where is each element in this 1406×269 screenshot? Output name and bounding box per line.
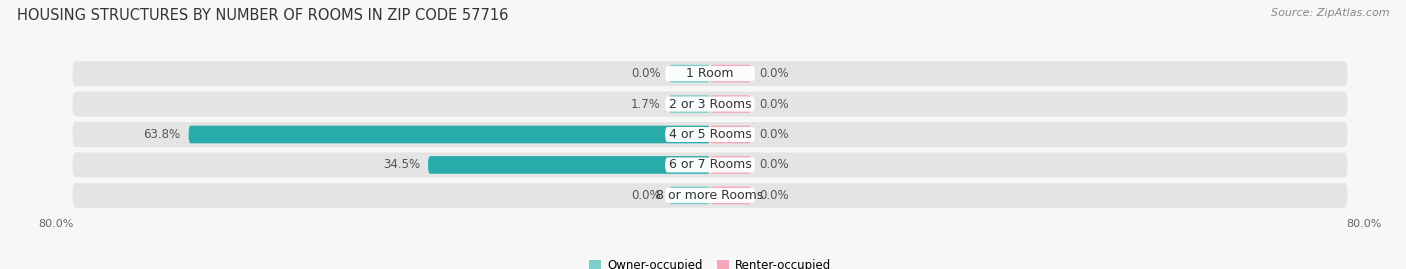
FancyBboxPatch shape bbox=[669, 65, 710, 82]
FancyBboxPatch shape bbox=[710, 156, 751, 174]
FancyBboxPatch shape bbox=[710, 65, 751, 82]
FancyBboxPatch shape bbox=[73, 91, 1347, 116]
Text: 0.0%: 0.0% bbox=[759, 189, 789, 202]
Text: 0.0%: 0.0% bbox=[759, 158, 789, 171]
Text: 1 Room: 1 Room bbox=[686, 67, 734, 80]
FancyBboxPatch shape bbox=[669, 95, 710, 113]
Text: 2 or 3 Rooms: 2 or 3 Rooms bbox=[669, 98, 751, 111]
Text: HOUSING STRUCTURES BY NUMBER OF ROOMS IN ZIP CODE 57716: HOUSING STRUCTURES BY NUMBER OF ROOMS IN… bbox=[17, 8, 508, 23]
Text: 0.0%: 0.0% bbox=[631, 189, 661, 202]
Text: 63.8%: 63.8% bbox=[143, 128, 180, 141]
Text: 1.7%: 1.7% bbox=[631, 98, 661, 111]
Legend: Owner-occupied, Renter-occupied: Owner-occupied, Renter-occupied bbox=[585, 255, 835, 269]
FancyBboxPatch shape bbox=[710, 95, 751, 113]
FancyBboxPatch shape bbox=[669, 187, 710, 204]
FancyBboxPatch shape bbox=[73, 183, 1347, 208]
FancyBboxPatch shape bbox=[665, 188, 755, 203]
Text: 8 or more Rooms: 8 or more Rooms bbox=[657, 189, 763, 202]
Text: 0.0%: 0.0% bbox=[759, 128, 789, 141]
FancyBboxPatch shape bbox=[665, 97, 755, 112]
FancyBboxPatch shape bbox=[188, 126, 710, 143]
FancyBboxPatch shape bbox=[427, 156, 710, 174]
FancyBboxPatch shape bbox=[73, 153, 1347, 178]
Text: 0.0%: 0.0% bbox=[759, 67, 789, 80]
FancyBboxPatch shape bbox=[73, 61, 1347, 86]
FancyBboxPatch shape bbox=[710, 187, 751, 204]
FancyBboxPatch shape bbox=[665, 66, 755, 81]
Text: 0.0%: 0.0% bbox=[759, 98, 789, 111]
FancyBboxPatch shape bbox=[665, 127, 755, 142]
Text: Source: ZipAtlas.com: Source: ZipAtlas.com bbox=[1271, 8, 1389, 18]
FancyBboxPatch shape bbox=[710, 126, 751, 143]
Text: 34.5%: 34.5% bbox=[382, 158, 420, 171]
FancyBboxPatch shape bbox=[665, 157, 755, 172]
Text: 6 or 7 Rooms: 6 or 7 Rooms bbox=[669, 158, 751, 171]
Text: 0.0%: 0.0% bbox=[631, 67, 661, 80]
FancyBboxPatch shape bbox=[73, 122, 1347, 147]
Text: 4 or 5 Rooms: 4 or 5 Rooms bbox=[669, 128, 751, 141]
